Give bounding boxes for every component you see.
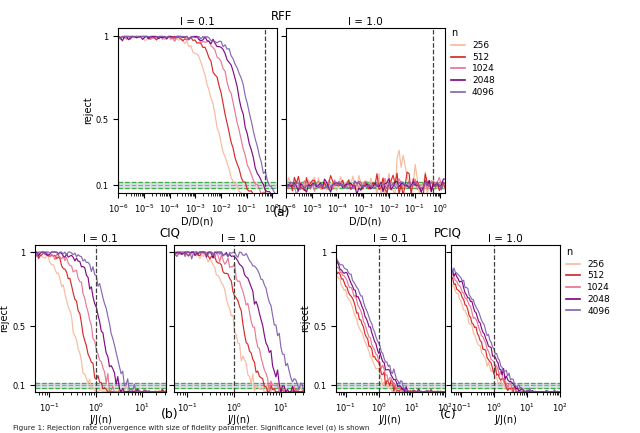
Title: l = 0.1: l = 0.1: [373, 234, 408, 244]
Title: l = 0.1: l = 0.1: [180, 17, 215, 27]
Y-axis label: reject: reject: [0, 304, 10, 332]
Bar: [286, 182, 445, 188]
Bar: [336, 382, 445, 388]
Legend: 256, 512, 1024, 2048, 4096: 256, 512, 1024, 2048, 4096: [566, 247, 610, 316]
Title: l = 0.1: l = 0.1: [83, 234, 118, 244]
Text: RFF: RFF: [271, 10, 292, 23]
Text: CIQ: CIQ: [159, 226, 180, 239]
Text: (c): (c): [440, 408, 456, 421]
X-axis label: J/J(n): J/J(n): [494, 415, 517, 425]
X-axis label: J/J(n): J/J(n): [227, 415, 250, 425]
Y-axis label: reject: reject: [300, 304, 310, 332]
Bar: [118, 182, 277, 188]
X-axis label: J/J(n): J/J(n): [89, 415, 112, 425]
Bar: [173, 382, 304, 388]
Text: PCIQ: PCIQ: [434, 226, 462, 239]
Y-axis label: reject: reject: [83, 97, 93, 124]
X-axis label: D/D(n): D/D(n): [349, 216, 382, 226]
Text: Figure 1: Rejection rate convergence with size of fidelity parameter. Significan: Figure 1: Rejection rate convergence wit…: [13, 424, 369, 431]
Title: l = 1.0: l = 1.0: [348, 17, 383, 27]
Bar: [451, 382, 560, 388]
Title: l = 1.0: l = 1.0: [221, 234, 256, 244]
Bar: [35, 382, 166, 388]
Title: l = 1.0: l = 1.0: [488, 234, 523, 244]
Text: (b): (b): [161, 408, 179, 421]
X-axis label: J/J(n): J/J(n): [379, 415, 402, 425]
Text: (a): (a): [273, 206, 291, 219]
X-axis label: D/D(n): D/D(n): [181, 216, 214, 226]
Legend: 256, 512, 1024, 2048, 4096: 256, 512, 1024, 2048, 4096: [451, 28, 495, 97]
